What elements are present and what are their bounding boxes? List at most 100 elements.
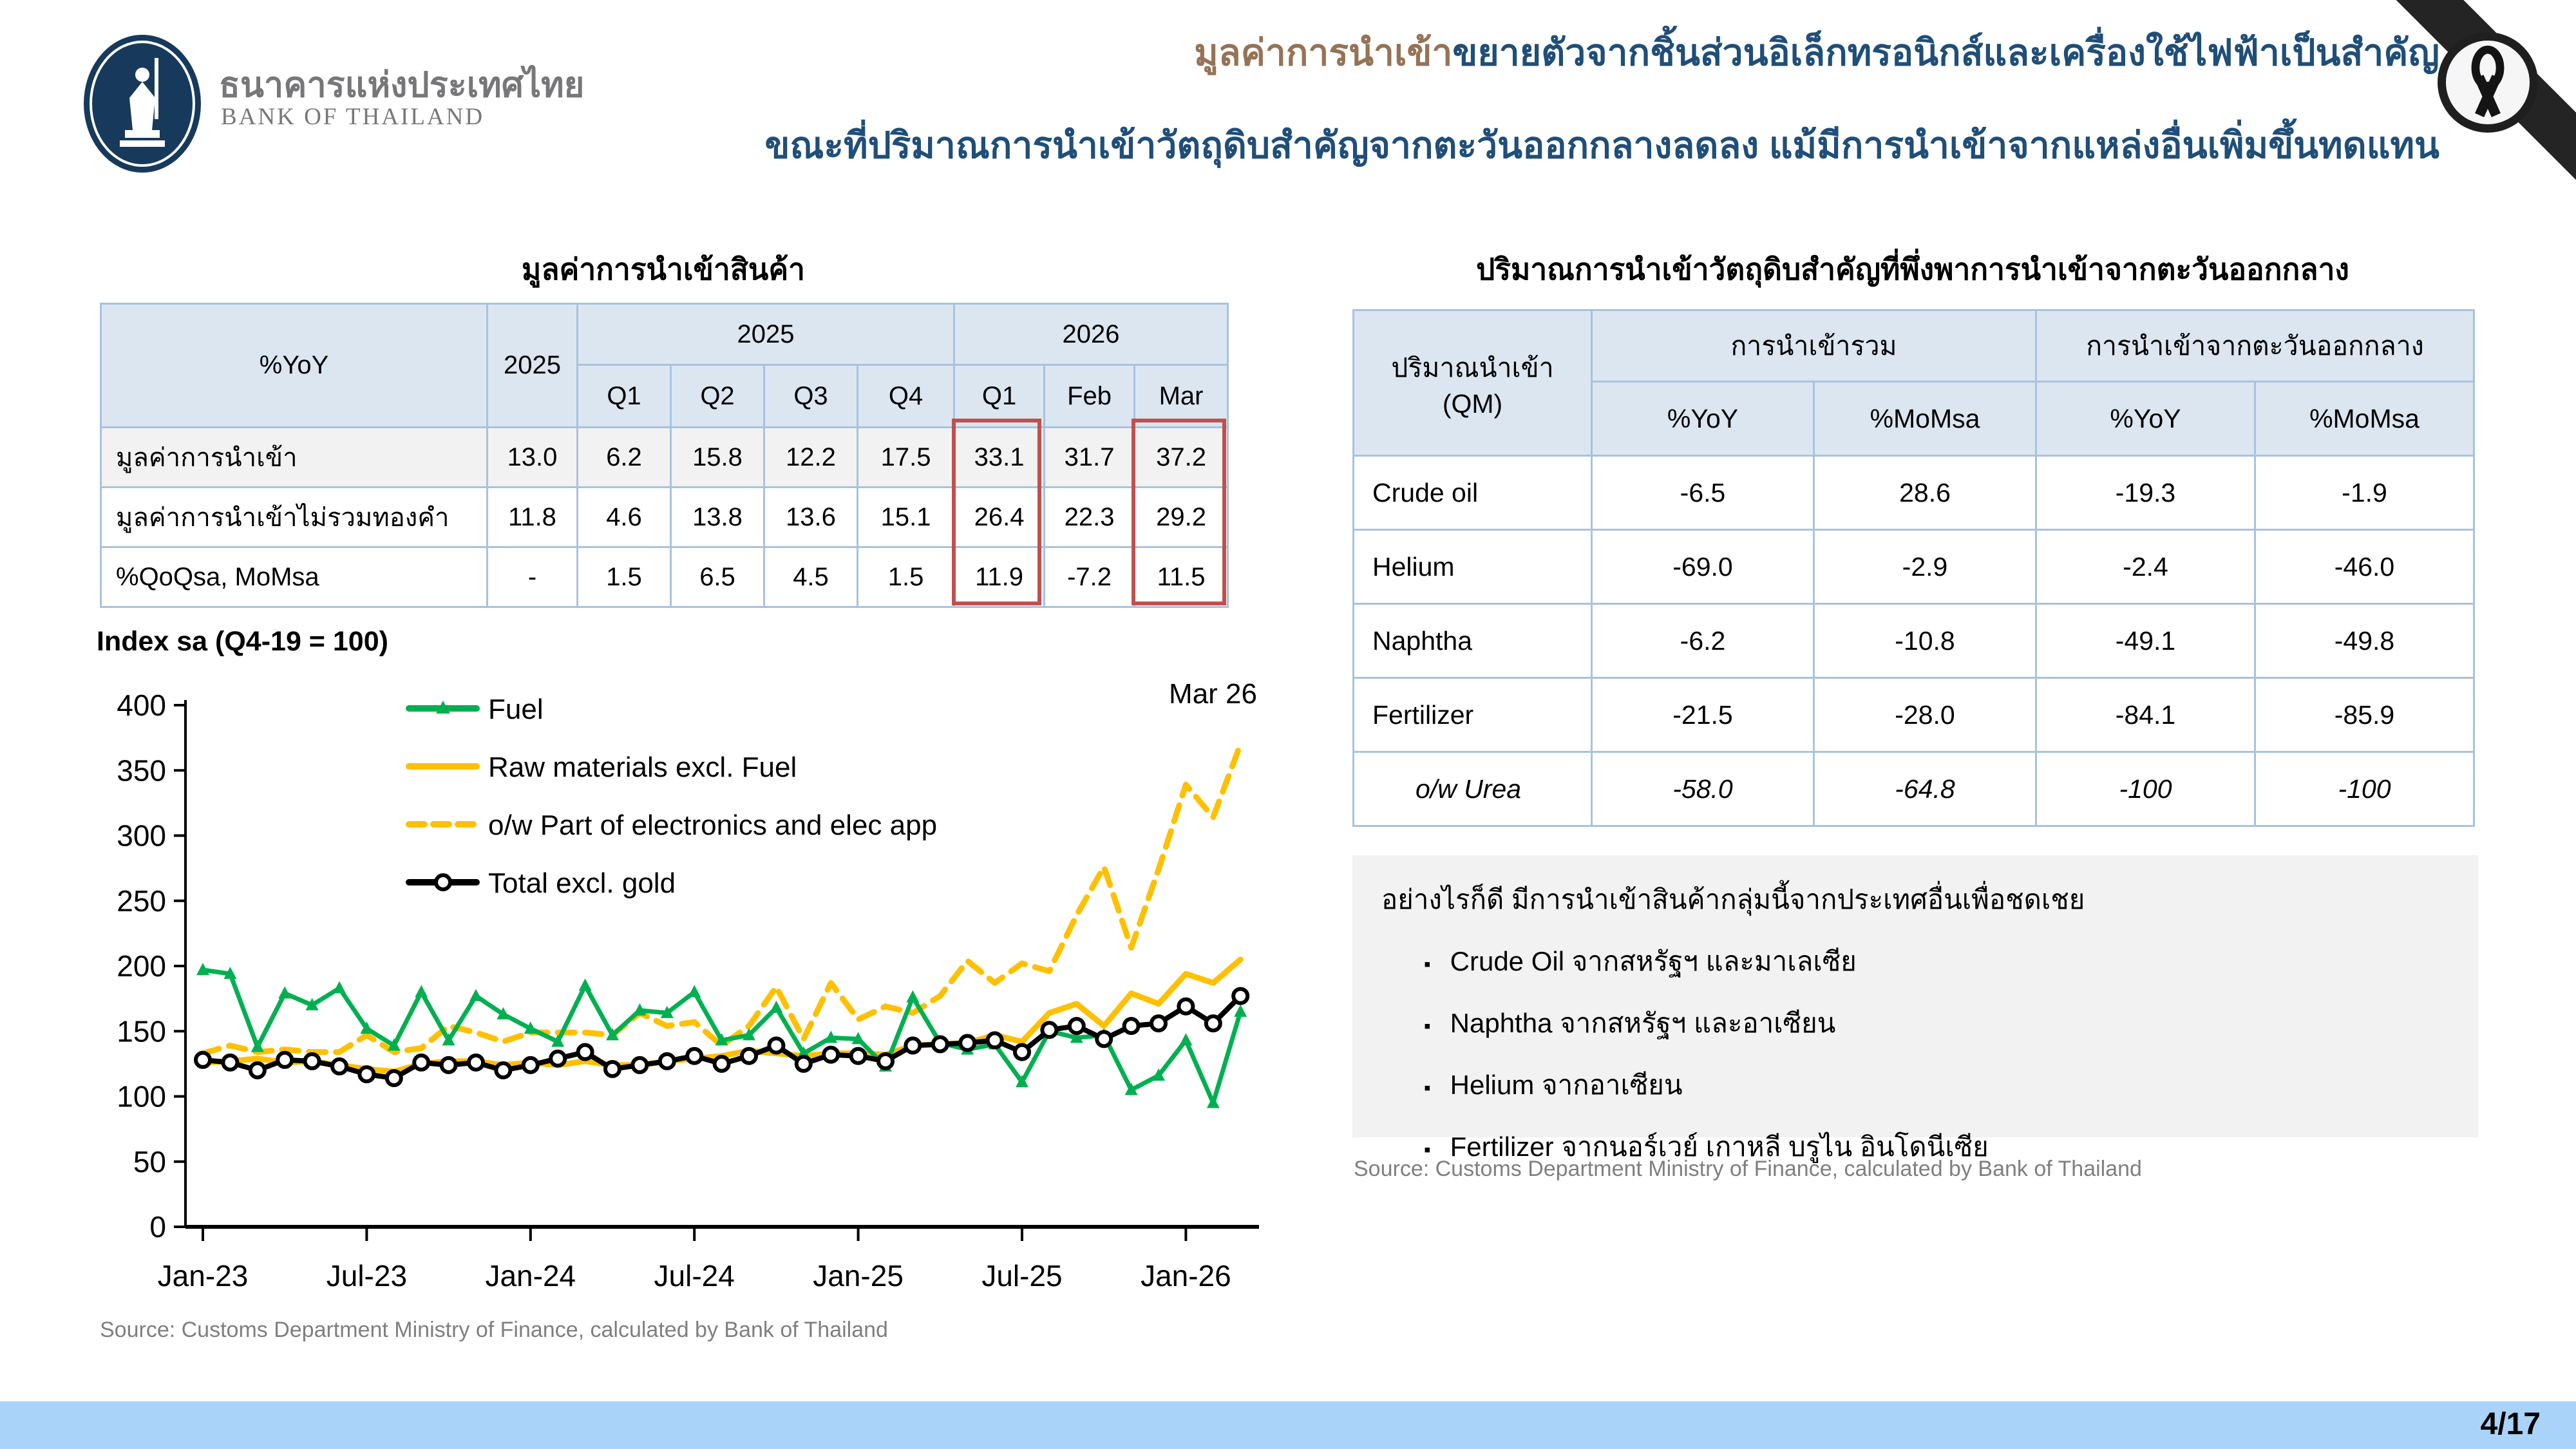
table-row: มูลค่าการนำเข้าไม่รวมทองคำ 11.8 4.6 13.8… [100,486,1229,548]
col-header: Q2 [670,364,765,428]
cell: - [486,546,578,608]
group-total-imports-header: การนำเข้ารวม [1591,309,2037,383]
svg-text:Jan-26: Jan-26 [1141,1259,1231,1293]
row-label: o/w Urea [1352,751,1593,827]
cell: 37.2 [1133,426,1229,488]
square-bullet-icon: ▪ [1424,1139,1431,1160]
row-label: Fertilizer [1352,677,1593,753]
row-label: มูลค่าการนำเข้าไม่รวมทองคำ [100,486,488,548]
table-row: Crude oil -6.5 28.6 -19.3 -1.9 [1352,455,2475,531]
cell: 13.6 [763,486,858,548]
chart-series-total-excl-gold [194,987,1250,1088]
table-row: Fertilizer -21.5 -28.0 -84.1 -85.9 [1352,677,2475,753]
col-header: %YoY [1591,381,1815,457]
svg-text:400: 400 [117,688,166,722]
cell: -28.0 [1813,677,2037,753]
right-table-title: ปริมาณการนำเข้าวัตถุดิบสำคัญที่พึ่งพาการ… [1476,252,2349,286]
corner-header: ปริมาณนำเข้า (QM) [1352,309,1593,457]
annual-2025-header: 2025 [486,303,578,428]
cell: 26.4 [953,486,1046,548]
slide-title-line2: ขณะที่ปริมาณการนำเข้าวัตถุดิบสำคัญจากตะว… [764,125,2439,166]
cell: 6.2 [576,426,672,488]
svg-text:Jan-23: Jan-23 [158,1259,249,1293]
black-ribbon-icon [2471,45,2505,118]
bank-name-thai: ธนาคารแห่งประเทศไทย [219,66,585,104]
table-row: o/w Urea -58.0 -64.8 -100 -100 [1352,751,2475,827]
row-label: Naphtha [1352,603,1593,679]
cell: 29.2 [1133,486,1229,548]
cell: 33.1 [953,426,1046,488]
svg-text:250: 250 [117,884,166,918]
cell: 1.5 [856,546,956,608]
row-label: Crude oil [1352,455,1593,531]
list-item: ▪ Helium จากอาเซียน [1424,1070,1683,1100]
mourning-ribbon-corner [2382,0,2576,194]
chart-series-o-w-part-of-electronics-and-elec-app [200,741,1244,1057]
svg-text:Jan-25: Jan-25 [813,1259,904,1293]
col-header: Q3 [763,364,858,428]
col-header: Feb [1043,364,1136,428]
bank-of-thailand-logo-icon [84,35,201,173]
chart-annotation: Mar 26 [1169,678,1257,710]
square-bullet-icon: ▪ [1424,954,1431,975]
group-2025-header: 2025 [576,303,956,366]
svg-text:Fuel: Fuel [488,694,544,725]
cell: 4.5 [763,546,858,608]
svg-text:Jan-24: Jan-24 [485,1259,576,1293]
group-2026-header: 2026 [953,303,1229,366]
cell: 4.6 [576,486,672,548]
svg-text:300: 300 [117,819,166,853]
cell: 11.8 [486,486,578,548]
cell: -46.0 [2254,529,2475,605]
square-bullet-icon: ▪ [1424,1077,1431,1099]
square-bullet-icon: ▪ [1424,1016,1431,1037]
compensating-imports-note-box: อย่างไรก็ดี มีการนำเข้าสินค้ากลุ่มนี้จาก… [1352,855,2478,1162]
cell: -2.9 [1813,529,2037,605]
list-item: ▪ Naphtha จากสหรัฐฯ และอาเซียน [1424,1008,1836,1038]
svg-text:Jul-24: Jul-24 [654,1259,735,1293]
col-header: %MoMsa [1813,381,2037,457]
svg-text:200: 200 [117,949,166,983]
chart-series-fuel [196,963,1247,1108]
page-number: 4/17 [2480,1407,2541,1441]
slide-title-highlight: มูลค่าการนำเข้า [1194,32,1453,73]
cell: -6.2 [1591,603,1815,679]
col-header: Q1 [953,364,1046,428]
bank-name-english: BANK OF THAILAND [221,104,485,130]
cell: -7.2 [1043,546,1136,608]
cell: 15.1 [856,486,956,548]
table-row: Naphtha -6.2 -10.8 -49.1 -49.8 [1352,603,2475,679]
svg-text:Jul-23: Jul-23 [327,1259,407,1293]
cell: 13.0 [486,426,578,488]
corner-header: %YoY [100,303,488,428]
row-label: Helium [1352,529,1593,605]
cell: -19.3 [2035,455,2256,531]
cell: 28.6 [1813,455,2037,531]
col-header: Q1 [576,364,672,428]
svg-text:0: 0 [149,1210,166,1244]
cell: -58.0 [1591,751,1815,827]
chart-axis-title: Index sa (Q4-19 = 100) [97,626,388,657]
cell: 12.2 [763,426,858,488]
chart-source-note: Source: Customs Department Ministry of F… [100,1318,888,1342]
cell: -84.1 [2035,677,2256,753]
cell: -1.9 [2254,455,2475,531]
cell: 1.5 [576,546,672,608]
svg-text:100: 100 [117,1080,166,1113]
svg-text:o/w Part of electronics and el: o/w Part of electronics and elec app [488,810,937,841]
cell: -10.8 [1813,603,2037,679]
cell: 31.7 [1043,426,1136,488]
chart-axes: 0 50 100 150 200 250 300 350 400 Jan-23 Jul-23 Jan-… [117,688,1259,1293]
cell: 11.5 [1133,546,1229,608]
svg-text:150: 150 [117,1014,166,1048]
svg-text:Total excl. gold: Total excl. gold [488,867,676,899]
cell: 6.5 [670,546,765,608]
cell: 11.9 [953,546,1046,608]
list-item: ▪ Fertilizer จากนอร์เวย์ เกาหลี บรูไน อิ… [1424,1132,1989,1162]
cell: 15.8 [670,426,765,488]
ribbon-circle [2438,32,2538,133]
row-label: มูลค่าการนำเข้า [100,426,488,488]
list-item: ▪ Crude Oil จากสหรัฐฯ และมาเลเซีย [1424,946,1857,976]
cell: -49.1 [2035,603,2256,679]
import-index-line-chart: 0 50 100 150 200 250 300 350 400 Jan-23 Jul-23 Jan-… [117,678,1259,1293]
